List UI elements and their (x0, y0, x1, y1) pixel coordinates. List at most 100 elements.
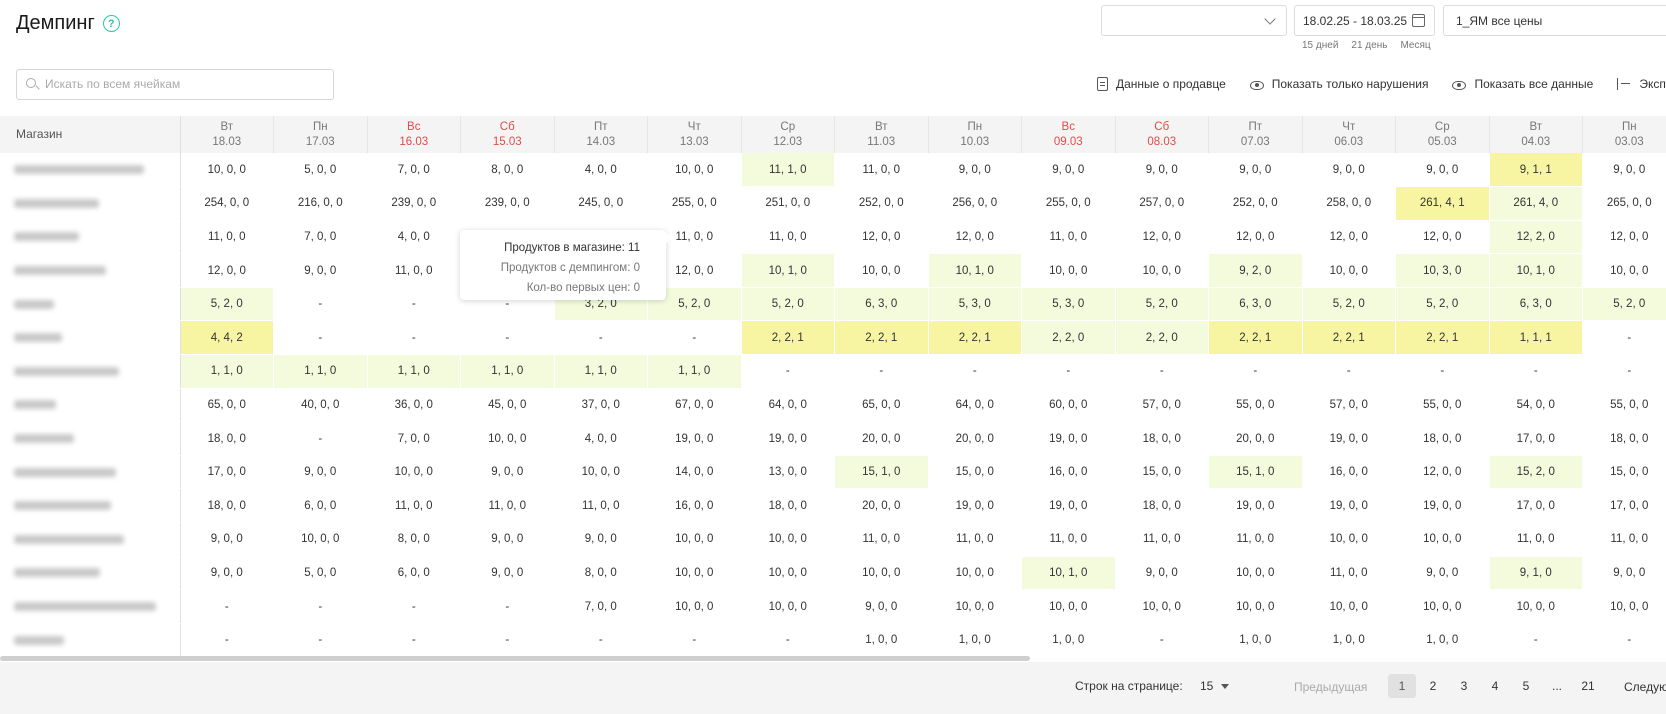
dumping-cell[interactable]: - (554, 320, 648, 356)
dumping-cell[interactable]: 11, 0, 0 (1208, 522, 1303, 557)
dumping-cell[interactable]: 20, 0, 0 (834, 488, 929, 524)
date-column-header[interactable]: Вт 18.03 (180, 116, 274, 153)
dumping-cell[interactable]: 1, 0, 0 (1021, 623, 1116, 658)
dumping-cell[interactable]: 261, 4, 1 (1395, 186, 1490, 221)
dumping-cell[interactable]: 5, 0, 0 (273, 556, 368, 591)
table-row[interactable]: 254, 0, 0 216, 0, 0 239, 0, 0 239, 0, 0 245,… (0, 186, 1666, 221)
dumping-cell[interactable]: - (1115, 623, 1209, 658)
dumping-cell[interactable]: 2, 2, 0 (1115, 320, 1209, 356)
dumping-cell[interactable]: - (1582, 354, 1666, 389)
dumping-cell[interactable]: 11, 0, 0 (367, 253, 461, 288)
table-row[interactable]: - - - - - - -1, 0, 0 1, 0, 0 1, 0, 0-1, 0, 0 1, 0… (0, 623, 1666, 658)
dumping-cell[interactable]: 252, 0, 0 (1208, 186, 1303, 221)
dumping-cell[interactable]: 16, 0, 0 (1021, 455, 1116, 490)
dumping-cell[interactable]: - (367, 320, 461, 356)
shop-name-cell[interactable] (0, 388, 181, 423)
dumping-cell[interactable]: 9, 2, 0 (1208, 253, 1303, 288)
dumping-cell[interactable]: 5, 2, 0 (1302, 287, 1396, 322)
rows-per-page-select[interactable]: 15 (1200, 679, 1230, 693)
dumping-cell[interactable]: 9, 0, 0 (1302, 153, 1396, 188)
shop-name-cell[interactable] (0, 421, 181, 456)
dumping-cell[interactable]: 1, 0, 0 (834, 623, 929, 658)
dumping-cell[interactable]: - (928, 354, 1022, 389)
dumping-cell[interactable]: 10, 0, 0 (928, 589, 1022, 624)
dumping-cell[interactable]: 17, 0, 0 (180, 455, 274, 490)
dumping-cell[interactable]: 10, 0, 0 (647, 522, 742, 557)
dumping-cell[interactable]: 17, 0, 0 (1489, 488, 1583, 524)
date-column-header[interactable]: Пт 14.03 (554, 116, 648, 153)
dumping-cell[interactable]: 239, 0, 0 (367, 186, 461, 221)
dumping-cell[interactable]: 2, 2, 1 (834, 320, 929, 356)
dumping-cell[interactable]: 6, 0, 0 (273, 488, 368, 524)
dumping-cell[interactable]: 9, 0, 0 (1115, 556, 1209, 591)
dumping-cell[interactable]: 10, 0, 0 (928, 556, 1022, 591)
dumping-cell[interactable]: 55, 0, 0 (1208, 388, 1303, 423)
dumping-cell[interactable]: 15, 0, 0 (1582, 455, 1666, 490)
dumping-cell[interactable]: 7, 0, 0 (367, 153, 461, 188)
dumping-cell[interactable]: 9, 0, 0 (1115, 153, 1209, 188)
dumping-cell[interactable]: 1, 0, 0 (1208, 623, 1303, 658)
shop-name-cell[interactable] (0, 320, 181, 356)
dumping-cell[interactable]: 10, 0, 0 (273, 522, 368, 557)
dumping-cell[interactable]: 65, 0, 0 (834, 388, 929, 423)
dumping-cell[interactable]: 18, 0, 0 (180, 488, 274, 524)
dumping-cell[interactable]: 1, 1, 0 (554, 354, 648, 389)
dumping-cell[interactable]: 9, 0, 0 (273, 455, 368, 490)
dumping-cell[interactable]: 20, 0, 0 (928, 421, 1022, 456)
date-column-header[interactable]: Пт 07.03 (1208, 116, 1303, 153)
dumping-cell[interactable]: 6, 3, 0 (1489, 287, 1583, 322)
dumping-cell[interactable]: - (741, 623, 835, 658)
dumping-cell[interactable]: 261, 4, 0 (1489, 186, 1583, 221)
dumping-cell[interactable]: 11, 0, 0 (1021, 522, 1116, 557)
dumping-cell[interactable]: 2, 2, 1 (741, 320, 835, 356)
dumping-cell[interactable]: 11, 1, 0 (741, 153, 835, 188)
dumping-cell[interactable]: 251, 0, 0 (741, 186, 835, 221)
dumping-cell[interactable]: 36, 0, 0 (367, 388, 461, 423)
dumping-cell[interactable]: 18, 0, 0 (1115, 421, 1209, 456)
dumping-cell[interactable]: 2, 2, 1 (1208, 320, 1303, 356)
dumping-cell[interactable]: 10, 1, 0 (928, 253, 1022, 288)
dumping-cell[interactable]: 216, 0, 0 (273, 186, 368, 221)
dumping-cell[interactable]: - (647, 320, 742, 356)
dumping-cell[interactable]: 11, 0, 0 (1115, 522, 1209, 557)
dumping-cell[interactable]: 9, 0, 0 (834, 589, 929, 624)
dumping-cell[interactable]: 2, 2, 1 (1395, 320, 1490, 356)
date-range-picker[interactable]: 18.02.25 - 18.03.25 (1294, 5, 1435, 36)
dumping-cell[interactable]: 10, 0, 0 (647, 556, 742, 591)
dumping-cell[interactable]: - (1208, 354, 1303, 389)
dumping-cell[interactable]: 12, 0, 0 (1115, 220, 1209, 255)
dumping-cell[interactable]: 10, 0, 0 (1115, 253, 1209, 288)
dumping-cell[interactable]: 11, 0, 0 (928, 522, 1022, 557)
dumping-cell[interactable]: 17, 0, 0 (1582, 488, 1666, 524)
horizontal-scrollbar[interactable] (0, 656, 1030, 661)
dumping-cell[interactable]: 64, 0, 0 (928, 388, 1022, 423)
dumping-cell[interactable]: 16, 0, 0 (1302, 455, 1396, 490)
dumping-cell[interactable]: 18, 0, 0 (741, 488, 835, 524)
dumping-cell[interactable]: 18, 0, 0 (1582, 421, 1666, 456)
date-column-header[interactable]: Ср 05.03 (1395, 116, 1490, 153)
dumping-cell[interactable]: 9, 0, 0 (1021, 153, 1116, 188)
table-row[interactable]: 9, 0, 0 10, 0, 0 8, 0, 0 9, 0, 0 9, 0, 0 10, … (0, 522, 1666, 557)
date-column-header[interactable]: Пн 17.03 (273, 116, 368, 153)
dumping-cell[interactable]: 5, 2, 0 (180, 287, 274, 322)
dumping-cell[interactable]: 11, 0, 0 (1582, 522, 1666, 557)
dumping-cell[interactable]: 12, 2, 0 (1489, 220, 1583, 255)
dumping-cell[interactable]: 5, 2, 0 (1115, 287, 1209, 322)
dumping-cell[interactable]: 255, 0, 0 (1021, 186, 1116, 221)
dumping-cell[interactable]: - (647, 623, 742, 658)
dumping-cell[interactable]: 255, 0, 0 (647, 186, 742, 221)
dumping-cell[interactable]: 9, 0, 0 (460, 522, 555, 557)
dumping-cell[interactable]: 11, 0, 0 (180, 220, 274, 255)
seller-data-button[interactable]: Данные о продавце (1097, 77, 1226, 91)
dumping-cell[interactable]: - (273, 623, 368, 658)
dumping-cell[interactable]: - (180, 589, 274, 624)
dumping-cell[interactable]: 13, 0, 0 (741, 455, 835, 490)
dumping-cell[interactable]: - (1395, 354, 1490, 389)
dumping-cell[interactable]: 67, 0, 0 (647, 388, 742, 423)
dumping-cell[interactable]: 258, 0, 0 (1302, 186, 1396, 221)
dumping-cell[interactable]: 7, 0, 0 (554, 589, 648, 624)
dumping-cell[interactable]: 11, 0, 0 (1302, 556, 1396, 591)
date-column-header[interactable]: Ср 12.03 (741, 116, 835, 153)
dumping-cell[interactable]: 10, 0, 0 (834, 556, 929, 591)
show-all-button[interactable]: Показать все данные (1452, 77, 1593, 91)
